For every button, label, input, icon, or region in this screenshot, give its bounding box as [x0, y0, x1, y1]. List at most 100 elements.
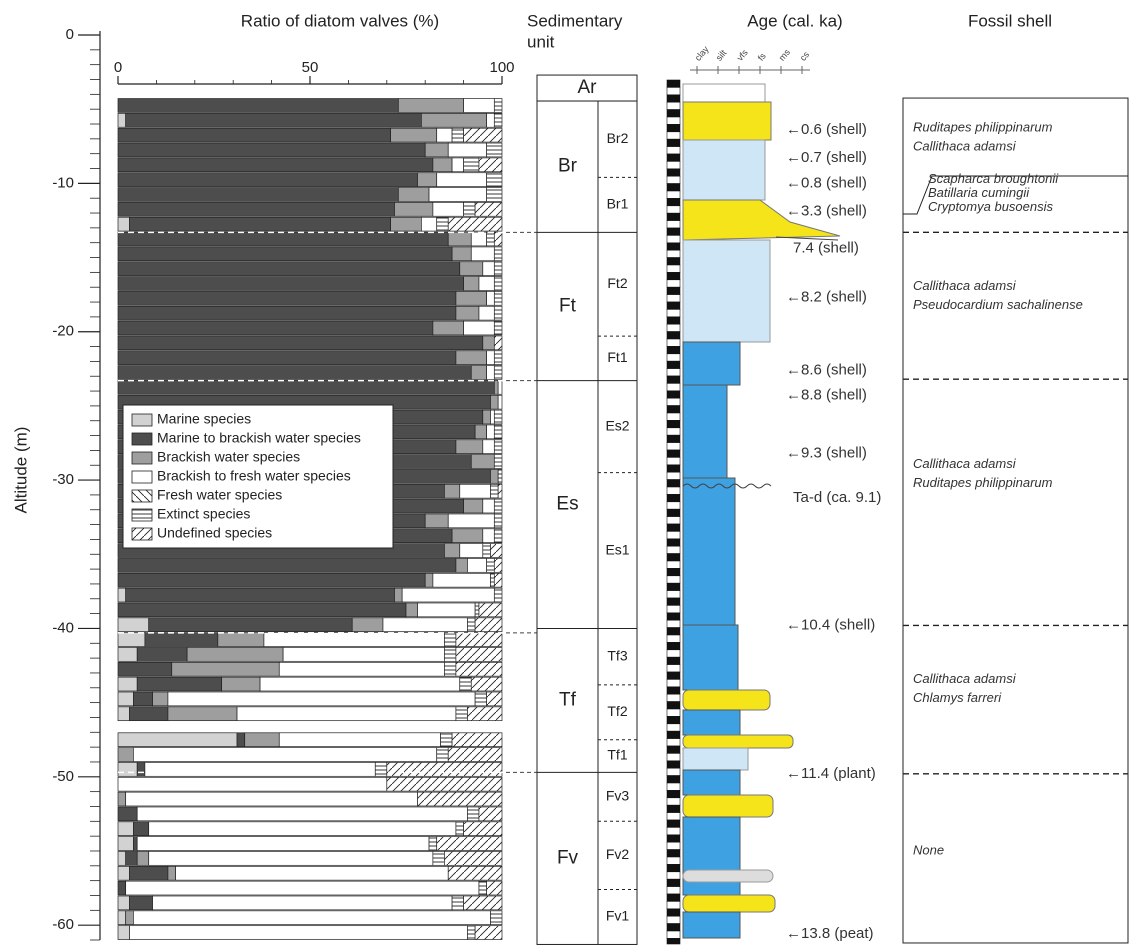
depth-scale: [667, 857, 680, 864]
bar-segment: [133, 911, 490, 925]
depth-scale: [667, 620, 680, 627]
bar-segment: [448, 866, 502, 880]
bar-segment: [471, 677, 502, 691]
depth-scale: [667, 346, 680, 353]
depth-scale: [667, 517, 680, 524]
bar-segment: [452, 896, 464, 910]
depth-scale: [667, 938, 680, 944]
bar-segment: [433, 321, 464, 335]
bar-segment: [130, 866, 168, 880]
depth-scale: [667, 102, 680, 109]
depth-scale: [667, 124, 680, 131]
legend-swatch: [132, 509, 152, 521]
y-tick-label: -30: [52, 471, 74, 488]
bar-segment: [126, 851, 138, 865]
age-label: ←8.6 (shell): [786, 361, 867, 378]
y-tick-label: -60: [52, 916, 74, 933]
bar-segment: [118, 733, 237, 747]
depth-scale: [667, 480, 680, 487]
depth-scale: [667, 665, 680, 672]
bar-segment: [487, 425, 495, 439]
chart-title: Ratio of diatom valves (%): [241, 11, 439, 30]
species-label: Callithaca adamsi: [913, 456, 1017, 471]
depth-scale: [667, 420, 680, 427]
depth-scale: [667, 827, 680, 834]
bar-segment: [118, 158, 433, 172]
grain-size-label: clay: [693, 44, 711, 63]
subunit-label: Ft2: [607, 275, 627, 291]
bar-segment: [475, 425, 487, 439]
age-label: ←9.3 (shell): [786, 444, 867, 461]
bar-segment: [494, 321, 502, 335]
bar-segment: [464, 499, 483, 513]
bar-segment: [168, 866, 176, 880]
bar-segment: [475, 618, 502, 632]
bar-segment: [479, 603, 502, 617]
bar-segment: [444, 484, 459, 498]
legend-label: Extinct species: [157, 506, 250, 522]
bar-segment: [464, 158, 479, 172]
unit-column: [537, 101, 637, 944]
depth-scale: [667, 250, 680, 257]
bar-segment: [490, 484, 498, 498]
bar-segment: [425, 573, 433, 587]
depth-scale: [667, 302, 680, 309]
bar-segment: [375, 762, 387, 776]
bar-segment: [391, 217, 422, 231]
legend-label: Brackish water species: [157, 449, 300, 465]
bar-segment: [479, 807, 502, 821]
bar-segment: [456, 558, 468, 572]
bar-segment: [149, 851, 433, 865]
species-label: Callithaca adamsi: [913, 671, 1017, 686]
bar-segment: [387, 762, 502, 776]
bar-segment: [118, 380, 494, 394]
bar-segment: [264, 633, 444, 647]
bar-segment: [464, 896, 502, 910]
bar-segment: [494, 336, 502, 350]
bar-segment: [490, 395, 498, 409]
age-label: ←3.3 (shell): [786, 203, 867, 220]
age-label: ←0.6 (shell): [786, 121, 867, 138]
x-tick-label: 50: [302, 59, 319, 76]
bar-segment: [487, 881, 502, 895]
bar-segment: [467, 926, 475, 940]
depth-scale: [667, 169, 680, 176]
species-label: Callithaca adamsi: [913, 138, 1017, 153]
depth-scale: [667, 835, 680, 842]
bar-segment: [471, 366, 486, 380]
bar-segment: [133, 822, 148, 836]
bar-segment: [479, 158, 502, 172]
bar-segment: [460, 544, 483, 558]
bar-segment: [483, 544, 491, 558]
bar-segment: [237, 707, 456, 721]
depth-scale: [667, 813, 680, 820]
bar-segment: [145, 633, 218, 647]
bar-segment: [118, 707, 130, 721]
depth-scale: [667, 694, 680, 701]
depth-scale: [667, 339, 680, 346]
bar-segment: [118, 881, 126, 895]
bar-segment: [137, 837, 429, 851]
bar-segment: [467, 807, 479, 821]
bar-segment: [126, 881, 479, 895]
bar-segment: [494, 573, 502, 587]
bar-segment: [452, 733, 502, 747]
age-label: Ta-d (ca. 9.1): [793, 489, 881, 506]
grain-size-label: ms: [777, 47, 793, 63]
bar-segment: [118, 558, 456, 572]
species-label: Pseudocardium sachalinense: [913, 297, 1083, 312]
bar-segment: [425, 143, 448, 157]
depth-scale: [667, 850, 680, 857]
depth-scale: [667, 702, 680, 709]
depth-scale: [667, 798, 680, 805]
depth-scale: [667, 206, 680, 213]
bar-segment: [494, 232, 502, 246]
x-tick-label: 100: [489, 59, 514, 76]
age-header: Age (cal. ka): [747, 11, 842, 30]
bar-segment: [145, 762, 375, 776]
bar-segment: [245, 733, 280, 747]
depth-scale: [667, 80, 680, 87]
x-tick-label: 0: [114, 59, 122, 76]
species-label: Ruditapes philippinarum: [913, 119, 1053, 134]
bar-segment: [490, 544, 502, 558]
